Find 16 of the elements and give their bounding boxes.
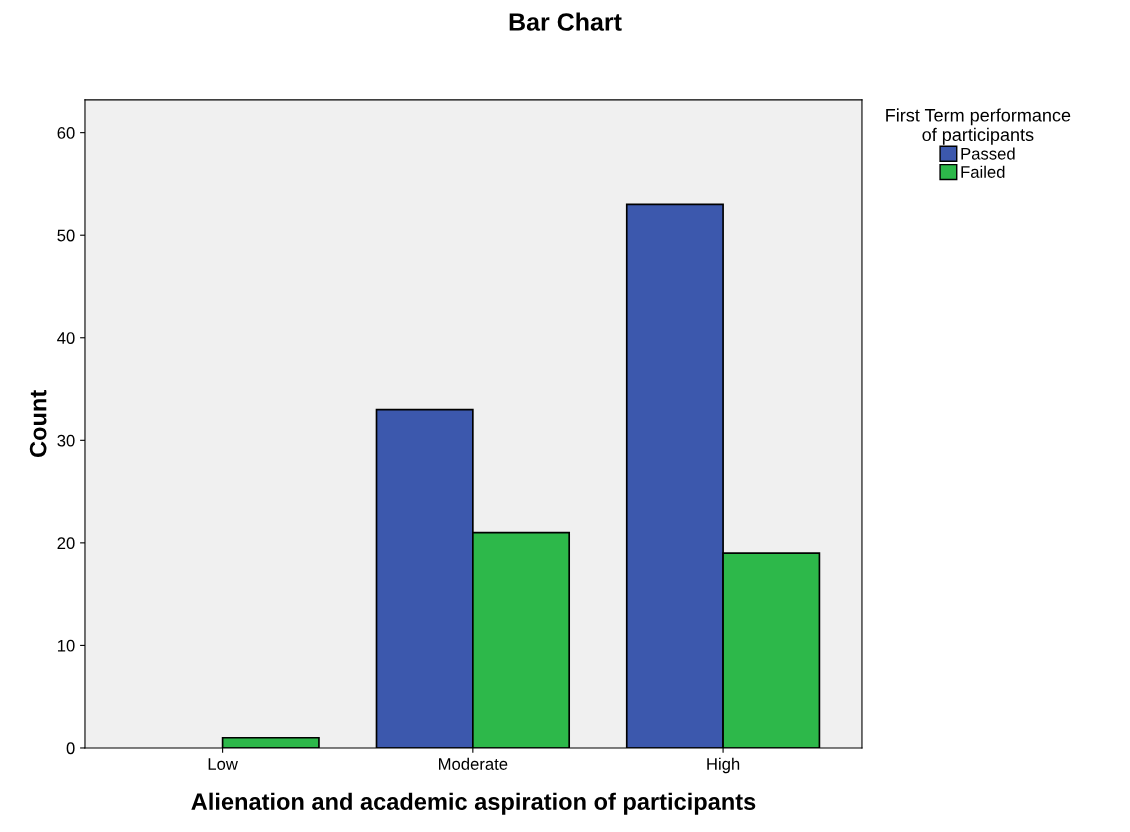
y-tick-label: 0 bbox=[66, 742, 75, 755]
x-tick-label: Low bbox=[208, 758, 238, 770]
legend-title: First Term performance of participants bbox=[886, 108, 1071, 145]
x-tick-label: High bbox=[707, 757, 740, 774]
y-axis-title: Count bbox=[29, 390, 47, 458]
chart-title: Bar Chart bbox=[509, 12, 622, 31]
y-tick-label: 50 bbox=[57, 229, 75, 242]
y-tick-label: 10 bbox=[57, 639, 75, 652]
y-tick-label: 30 bbox=[57, 434, 75, 447]
y-tick-label: 60 bbox=[57, 127, 75, 139]
x-axis-title: Alienation and academic aspiration of participants bbox=[191, 792, 756, 815]
legend-label: Passed bbox=[961, 147, 1015, 160]
x-tick-label: Moderate bbox=[439, 757, 508, 770]
legend-label: Failed bbox=[961, 165, 1005, 178]
y-tick-label: 40 bbox=[57, 332, 75, 344]
y-tick-label: 20 bbox=[57, 537, 75, 550]
